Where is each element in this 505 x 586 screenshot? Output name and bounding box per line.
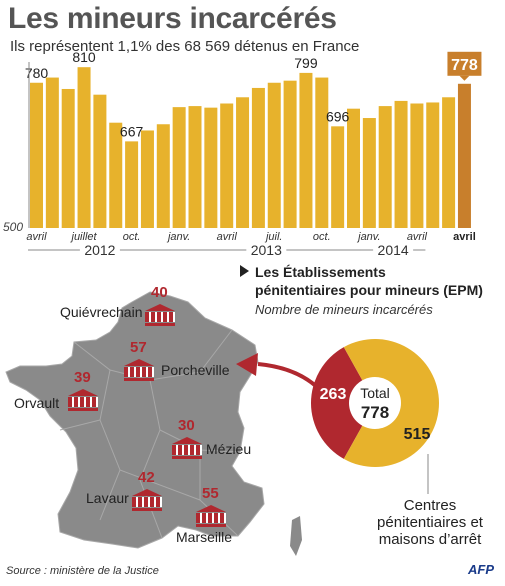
year-label-2: 2014: [378, 242, 409, 258]
bar-16: [283, 80, 297, 228]
city-porcheville: Porcheville: [161, 362, 230, 378]
bar-23: [394, 100, 408, 228]
city-count: 42: [138, 469, 155, 486]
tick-label-highlight: avril: [453, 231, 476, 243]
bar-19: [331, 126, 345, 228]
bar-7: [140, 130, 154, 228]
centres-line3: maisons d’arrêt: [378, 531, 482, 548]
bar-9: [172, 107, 186, 228]
centres-line1: Centres: [403, 497, 457, 514]
bar-26: [442, 97, 456, 229]
value-label-19: 696: [326, 108, 350, 124]
city-count: 30: [178, 417, 195, 434]
city-mezieu: Mézieu: [206, 441, 252, 457]
donut-label-263: 263: [320, 386, 347, 403]
highlight-value-pointer: [459, 75, 470, 81]
city-lavaur: Lavaur: [86, 490, 129, 506]
tick-label-24: avril: [407, 231, 428, 243]
bar-21: [362, 118, 376, 228]
value-label-0: 780: [25, 65, 49, 81]
tick-label-9: janv.: [166, 231, 190, 243]
building-icon: [68, 389, 98, 411]
donut-label-515: 515: [404, 426, 431, 443]
value-label-17: 799: [294, 55, 318, 71]
bar-4: [93, 94, 107, 229]
centres-label: Centres pénitentiaires et maisons d’arrê…: [370, 497, 490, 548]
bar-3: [77, 67, 91, 228]
bar-0: [30, 82, 43, 228]
year-label-1: 2013: [251, 242, 282, 258]
tick-label-0: avril: [26, 231, 47, 243]
bar-17: [299, 72, 313, 228]
afp-logo: AFP: [468, 562, 494, 577]
centres-line2: pénitentiaires et: [377, 514, 483, 531]
arrow-to-map: [257, 362, 324, 394]
city-orvault: Orvault: [14, 395, 60, 411]
bar-14: [251, 87, 265, 228]
page-subtitle: Ils représentent 1,1% des 68 569 détenus…: [10, 38, 360, 55]
value-label-27: 778: [451, 57, 478, 74]
bar-24: [410, 103, 424, 228]
value-label-6: 667: [120, 123, 144, 139]
bar-chart: 780 810 667 799 696 778 500 avril juillet oct. j…: [3, 49, 482, 258]
x-ticks-group: avril juillet oct. janv. avril juil. oct. janv.…: [26, 231, 475, 243]
tick-label-21: janv.: [356, 231, 380, 243]
y-baseline-label: 500: [3, 220, 23, 234]
building-icon: [145, 304, 175, 326]
page-title: Les mineurs incarcérés: [8, 2, 337, 35]
building-icon: [124, 359, 154, 381]
bar-13: [236, 97, 250, 229]
tick-label-6: oct.: [123, 231, 141, 243]
city-quievrechain: Quiévrechain: [60, 304, 143, 320]
building-icon: [172, 437, 202, 459]
bar-18: [315, 77, 329, 228]
bar-11: [204, 107, 218, 228]
bar-8: [156, 124, 170, 228]
building-icon: [196, 505, 226, 527]
building-icon: [132, 489, 162, 511]
bar-20: [347, 108, 360, 228]
tick-label-12: avril: [217, 231, 238, 243]
corsica-shape: [290, 516, 302, 556]
bar-2: [61, 88, 75, 228]
tick-label-3: juillet: [70, 231, 98, 243]
city-count: 39: [74, 369, 91, 386]
year-label-0: 2012: [84, 242, 115, 258]
bar-1: [45, 77, 59, 228]
donut-hole: [349, 377, 401, 429]
bar-27: [457, 83, 471, 228]
bar-10: [188, 106, 202, 228]
bar-15: [267, 82, 281, 228]
source-note: Source : ministère de la Justice: [6, 565, 159, 577]
value-labels-group: 780 810 667 799 696 778: [25, 49, 482, 139]
tick-label-15: juil.: [264, 231, 283, 243]
bar-12: [220, 103, 234, 228]
arrow-head: [236, 353, 258, 376]
highlight-value-box: [447, 51, 482, 76]
bar-6: [125, 141, 139, 228]
play-icon: [240, 265, 249, 277]
epm-heading-line1: Les Établissements: [255, 264, 386, 280]
city-marseille: Marseille: [176, 529, 233, 545]
donut-total-label: Total: [360, 385, 390, 401]
bar-22: [378, 106, 392, 228]
city-count: 40: [151, 284, 168, 301]
bar-5: [109, 122, 123, 228]
city-count: 55: [202, 485, 219, 502]
epm-subheading: Nombre de mineurs incarcérés: [255, 302, 433, 317]
value-label-3: 810: [72, 49, 96, 65]
tick-label-18: oct.: [313, 231, 331, 243]
bar-25: [426, 102, 440, 228]
donut-total-value: 778: [361, 403, 389, 422]
donut-segment-263: [311, 347, 375, 459]
bars-group: [30, 67, 471, 229]
epm-heading-line2: pénitentiaires pour mineurs (EPM): [255, 282, 483, 298]
city-count: 57: [130, 339, 147, 356]
years-group: 2012 2013 2014: [28, 242, 426, 258]
